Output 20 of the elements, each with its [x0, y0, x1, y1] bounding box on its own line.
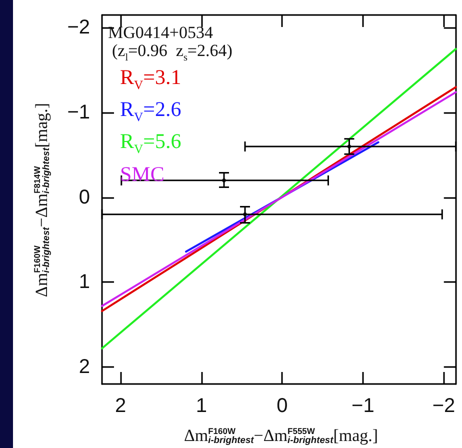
point	[347, 144, 352, 148]
x-tick-label: −2	[432, 395, 456, 417]
annotation: MG0414+0534	[108, 23, 213, 42]
y-tick-label: −2	[67, 16, 90, 39]
y-tick-label: 2	[78, 356, 90, 378]
x-tick-label: 2	[115, 395, 126, 417]
y-tick-label: 0	[78, 186, 90, 208]
text: R$_{V}$=5.6	[120, 129, 182, 157]
point	[243, 212, 248, 216]
x-tick-label: −1	[352, 395, 374, 417]
x-tick-label: 0	[276, 395, 288, 417]
point	[222, 178, 226, 182]
y-tick-label: 1	[78, 271, 90, 294]
annotation: (z$_{l}$=0.96 z$_{s}$=2.64)	[112, 41, 232, 64]
x-tick-label: 1	[196, 395, 207, 417]
y-axis-title: ΔmF160Wi-brightest−ΔmF814Wi-brightest[mag.]	[32, 102, 52, 297]
text: R$_{V}$=2.6	[120, 97, 182, 124]
y-tick-label: −1	[67, 102, 90, 124]
text: R$_{V}$=3.1	[120, 65, 182, 92]
text: SMC	[120, 162, 164, 186]
